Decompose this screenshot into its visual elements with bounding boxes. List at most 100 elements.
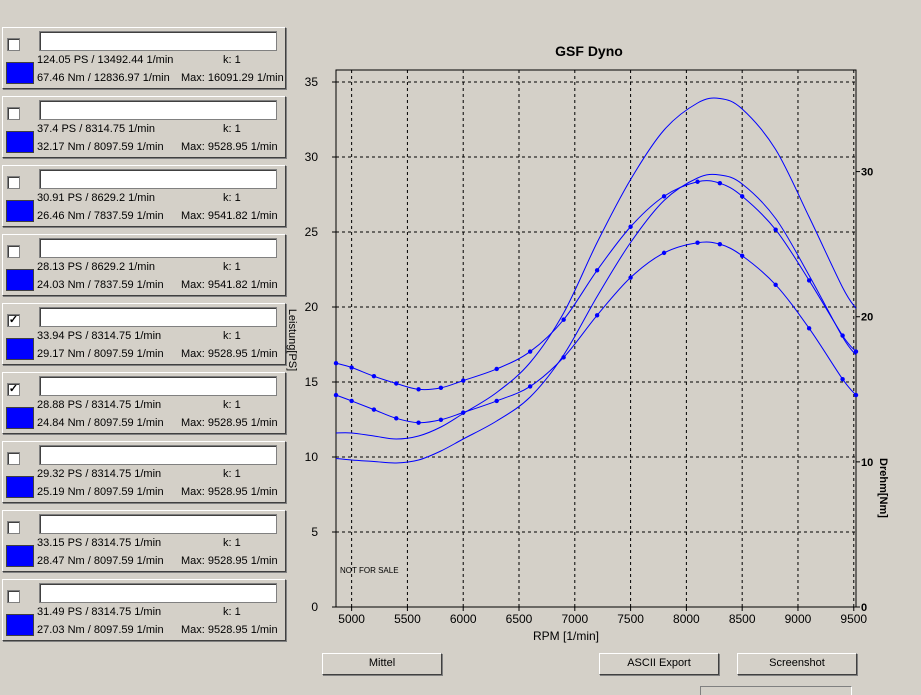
run-name-input[interactable] (39, 100, 277, 120)
chart-title: GSF Dyno (555, 43, 623, 59)
series-3-marker (806, 278, 812, 283)
tick-labels: 5000 5500 6000 6500 7000 7500 8000 8500 9000 9500… (305, 75, 874, 626)
series-4-marker (527, 384, 533, 389)
run-max-rpm: Max: 9528.95 1/min (181, 348, 278, 360)
run-torque-peak: 27.03 Nm / 8097.59 1/min (37, 624, 164, 636)
dyno-chart: GSF Dyno 5000 5500 6000 6500 7000 7500 8000 850… (286, 43, 889, 643)
run-color-swatch[interactable] (6, 131, 34, 153)
series-line-2 (335, 173, 857, 464)
run-name-input[interactable] (39, 376, 277, 396)
run-name-input[interactable] (39, 445, 277, 465)
series-4-marker (594, 313, 600, 318)
y-tick-label: 10 (305, 450, 319, 464)
run-torque-peak: 24.03 Nm / 7837.59 1/min (37, 279, 164, 291)
run-max-rpm: Max: 9528.95 1/min (181, 141, 278, 153)
x-tick-label: 6000 (450, 612, 477, 626)
y-tick-label: 25 (305, 225, 319, 239)
x-tick-label: 8000 (673, 612, 700, 626)
series-3-marker (853, 349, 859, 354)
run-checkbox[interactable]: ✓ (7, 383, 20, 396)
run-power-peak: 30.91 PS / 8629.2 1/min (37, 192, 156, 204)
run-checkbox[interactable] (7, 38, 20, 51)
screenshot-button[interactable]: Screenshot (737, 653, 857, 675)
y2-tick-label: 0 (861, 602, 867, 614)
y-tick-label: 35 (305, 75, 319, 89)
run-checkbox[interactable] (7, 452, 20, 465)
run-checkbox[interactable] (7, 245, 20, 258)
series-3-marker (333, 360, 339, 366)
run-power-peak: 28.88 PS / 8314.75 1/min (37, 399, 162, 411)
run-checkbox[interactable] (7, 590, 20, 603)
run-panel: 31.49 PS / 8314.75 1/min k: 1 27.03 Nm / 8… (2, 579, 286, 641)
run-max-rpm: Max: 16091.29 1/min (181, 72, 284, 84)
run-color-swatch[interactable] (6, 338, 34, 360)
x-tick-label: 6500 (506, 612, 533, 626)
x-tick-label: 9500 (840, 612, 867, 626)
run-k-factor: k: 1 (223, 192, 241, 204)
run-name-input[interactable] (39, 238, 277, 258)
run-max-rpm: Max: 9528.95 1/min (181, 624, 278, 636)
run-checkbox[interactable] (7, 521, 20, 534)
run-panel: 28.13 PS / 8629.2 1/min k: 1 24.03 Nm / 78… (2, 234, 286, 296)
series-3-marker (416, 387, 421, 392)
series-4-marker (561, 355, 566, 360)
run-checkbox[interactable] (7, 176, 20, 189)
series-3-marker (717, 181, 723, 186)
run-checkbox[interactable]: ✓ (7, 314, 20, 327)
y-tick-label: 0 (311, 600, 318, 614)
run-panel: 37.4 PS / 8314.75 1/min k: 1 32.17 Nm / 80… (2, 96, 286, 158)
run-name-input[interactable] (39, 514, 277, 534)
series-4-marker (494, 398, 499, 404)
run-torque-peak: 25.19 Nm / 8097.59 1/min (37, 486, 164, 498)
run-torque-peak: 32.17 Nm / 8097.59 1/min (37, 141, 164, 153)
y2-tick-label: 10 (861, 457, 873, 469)
run-max-rpm: Max: 9541.82 1/min (181, 279, 278, 291)
run-color-swatch[interactable] (6, 200, 34, 222)
run-k-factor: k: 1 (223, 399, 241, 411)
run-torque-peak: 28.47 Nm / 8097.59 1/min (37, 555, 164, 567)
series-3-marker (695, 179, 700, 184)
ascii-export-button[interactable]: ASCII Export (599, 653, 719, 675)
series-3-marker (394, 381, 399, 386)
run-k-factor: k: 1 (223, 468, 241, 480)
series-4-marker (461, 410, 466, 415)
series-3-marker (371, 374, 377, 379)
run-max-rpm: Max: 9528.95 1/min (181, 417, 278, 429)
run-power-peak: 37.4 PS / 8314.75 1/min (37, 123, 156, 135)
y-tick-label: 5 (311, 525, 318, 539)
x-tick-label: 5500 (394, 612, 421, 626)
y-axis-label: Leistung[PS] (286, 309, 298, 371)
run-color-swatch[interactable] (6, 62, 34, 84)
series-3-marker (494, 366, 499, 372)
series-4-marker (438, 417, 444, 422)
series-3-marker (773, 227, 778, 232)
run-checkbox[interactable] (7, 107, 20, 120)
run-panel: ✓ 33.94 PS / 8314.75 1/min k: 1 29.17 Nm / … (2, 303, 286, 365)
series-4-marker (840, 376, 845, 382)
mittel-button[interactable]: Mittel (322, 653, 442, 675)
x-tick-label: 7000 (561, 612, 588, 626)
run-power-peak: 33.15 PS / 8314.75 1/min (37, 537, 162, 549)
run-panel: 29.32 PS / 8314.75 1/min k: 1 25.19 Nm / 8… (2, 441, 286, 503)
run-color-swatch[interactable] (6, 545, 34, 567)
series-line-1 (335, 97, 857, 440)
run-max-rpm: Max: 9541.82 1/min (181, 210, 278, 222)
series-line-3 (335, 180, 857, 391)
series-4-marker (695, 240, 700, 245)
y-tick-label: 15 (305, 375, 319, 389)
run-color-swatch[interactable] (6, 614, 34, 636)
run-panel: 124.05 PS / 13492.44 1/min k: 1 67.46 Nm /… (2, 27, 286, 89)
run-color-swatch[interactable] (6, 269, 34, 291)
series-3-marker (661, 194, 667, 199)
series-4-marker (717, 241, 723, 247)
series-4-marker (806, 326, 812, 331)
run-torque-peak: 29.17 Nm / 8097.59 1/min (37, 348, 164, 360)
run-color-swatch[interactable] (6, 476, 34, 498)
run-name-input[interactable] (39, 307, 277, 327)
run-name-input[interactable] (39, 169, 277, 189)
run-name-input[interactable] (39, 31, 277, 51)
run-name-input[interactable] (39, 583, 277, 603)
run-color-swatch[interactable] (6, 407, 34, 429)
y-tick-label: 30 (305, 150, 319, 164)
series-4-marker (416, 420, 421, 425)
